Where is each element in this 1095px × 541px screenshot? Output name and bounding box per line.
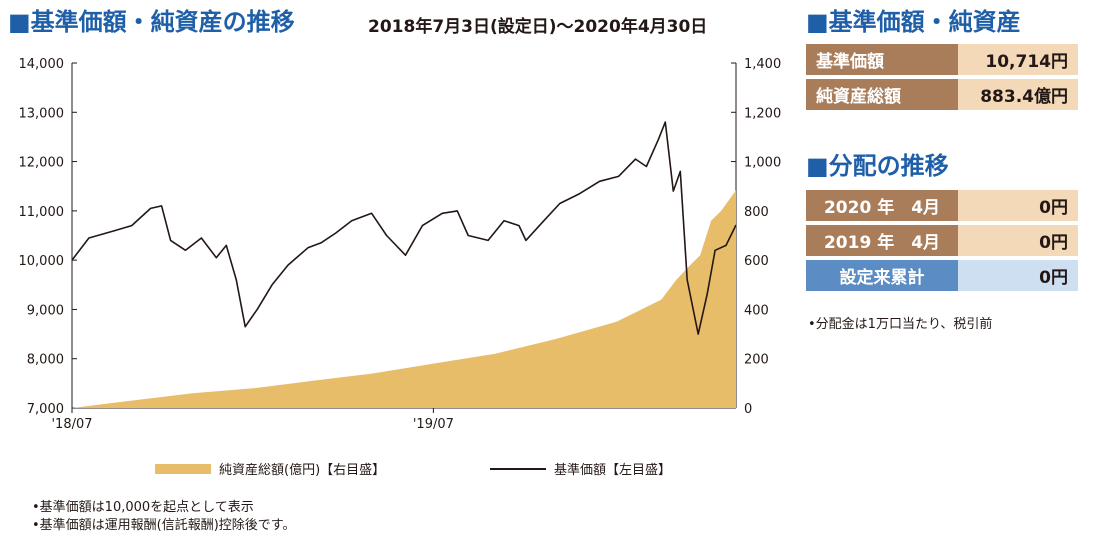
legend-net-assets: 純資産総額(億円)【右目盛】 (155, 459, 385, 478)
y-left-tick-label: 11,000 (19, 205, 65, 220)
legend-area-swatch (155, 463, 211, 474)
y-right-tick-label: 1,400 (744, 57, 781, 72)
nav-panel-title: ■基準価額・純資産 (806, 8, 1021, 36)
nav-row: 基準価額 10,714円 (806, 44, 1078, 75)
distribution-label: 2019 年 4月 (806, 225, 958, 256)
y-right-tick-label: 400 (744, 303, 769, 318)
y-right-tick-label: 0 (744, 402, 752, 417)
note-1: •基準価額は10,000を起点として表示 (32, 500, 254, 515)
legend-nav-label: 基準価額【左目盛】 (554, 463, 672, 478)
distribution-note: •分配金は1万口当たり、税引前 (808, 317, 993, 332)
y-left-tick-label: 13,000 (19, 106, 65, 121)
tick-labels: 7,000 8,000 9,000 10,000 11,000 12,000 13,000 1… (19, 57, 782, 432)
y-left-tick-label: 9,000 (27, 303, 64, 318)
distribution-total-value: 0円 (958, 260, 1078, 291)
nav-table: 基準価額 10,714円 純資産総額 883.4億円 (806, 40, 1078, 114)
y-left-tick-label: 10,000 (19, 254, 65, 269)
y-right-tick-label: 200 (744, 353, 769, 368)
legend-net-assets-label: 純資産総額(億円)【右目盛】 (219, 463, 386, 478)
chart-title: ■基準価額・純資産の推移 (8, 8, 295, 36)
legend-line-swatch (490, 467, 546, 470)
y-left-tick-label: 7,000 (27, 402, 64, 417)
y-right-tick-label: 1,200 (744, 106, 781, 121)
distribution-row: 2020 年 4月 0円 (806, 190, 1078, 221)
nav-line-layer (71, 121, 737, 335)
net-assets-value: 883.4億円 (958, 79, 1078, 110)
note-2: •基準価額は運用報酬(信託報酬)控除後です。 (32, 518, 296, 533)
net-assets-row: 純資産総額 883.4億円 (806, 79, 1078, 110)
net-assets-area-layer (72, 190, 736, 408)
y-left-tick-label: 8,000 (27, 353, 64, 368)
x-tick-label: '19/07 (413, 417, 454, 432)
distribution-value: 0円 (958, 225, 1078, 256)
distribution-row: 2019 年 4月 0円 (806, 225, 1078, 256)
nav-line (71, 121, 737, 335)
net-assets-area (72, 190, 736, 408)
distribution-panel-title: ■分配の推移 (806, 152, 949, 180)
y-right-tick-label: 600 (744, 254, 769, 269)
y-right-tick-label: 1,000 (744, 156, 781, 171)
net-assets-label: 純資産総額 (806, 79, 958, 110)
y-left-tick-label: 14,000 (19, 57, 65, 72)
x-tick-label: '18/07 (51, 417, 92, 432)
distribution-value: 0円 (958, 190, 1078, 221)
distribution-table: 2020 年 4月 0円 2019 年 4月 0円 設定来累計 0円 (806, 186, 1078, 295)
distribution-label: 2020 年 4月 (806, 190, 958, 221)
legend-nav: 基準価額【左目盛】 (490, 459, 671, 478)
distribution-total-row: 設定来累計 0円 (806, 260, 1078, 291)
nav-label: 基準価額 (806, 44, 958, 75)
nav-value: 10,714円 (958, 44, 1078, 75)
nav-chart: 7,000 8,000 9,000 10,000 11,000 12,000 13,000 1… (19, 57, 782, 432)
chart-period: 2018年7月3日(設定日)～2020年4月30日 (368, 17, 708, 37)
y-right-tick-label: 800 (744, 205, 769, 220)
y-left-tick-label: 12,000 (19, 156, 65, 171)
distribution-total-label: 設定来累計 (806, 260, 958, 291)
